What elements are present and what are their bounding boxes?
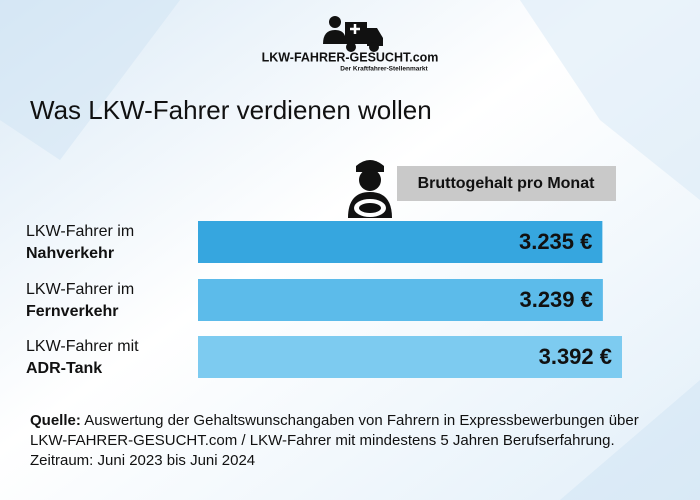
background-shape <box>560 380 700 500</box>
category-line: ADR-Tank <box>26 360 102 377</box>
category-line: Fernverkehr <box>26 303 119 320</box>
source-text: Zeitraum: Juni 2023 bis Juni 2024 <box>30 452 255 469</box>
legend-box <box>397 166 616 201</box>
category-label: LKW-Fahrer mit ADR-Tank <box>26 338 139 377</box>
chart-title: Was LKW-Fahrer verdienen wollen <box>30 95 432 125</box>
category-line: LKW-Fahrer im <box>26 281 134 298</box>
value-label: 3.239 € <box>519 287 592 312</box>
source-text: Auswertung der Gehaltswunschangaben von … <box>84 412 639 429</box>
background-shape <box>0 0 180 160</box>
legend-label: Bruttogehalt pro Monat <box>418 175 596 192</box>
background-shape <box>520 0 700 200</box>
category-line: Nahverkehr <box>26 245 114 262</box>
value-label: 3.392 € <box>539 344 612 369</box>
bar <box>198 279 603 321</box>
category-label: LKW-Fahrer im Fernverkehr <box>26 281 134 320</box>
category-label: LKW-Fahrer im Nahverkehr <box>26 223 134 262</box>
source-text: LKW-FAHRER-GESUCHT.com / LKW-Fahrer mit … <box>30 432 615 449</box>
source-line: Quelle: Auswertung der Gehaltswunschanga… <box>30 412 639 429</box>
category-line: LKW-Fahrer im <box>26 223 134 240</box>
brand: LKW-FAHRER-GESUCHT.com <box>262 50 439 64</box>
bar <box>198 336 622 378</box>
bar <box>198 221 603 263</box>
source-label: Quelle: <box>30 412 81 429</box>
bars: LKW-Fahrer im Nahverkehr 3.235 € LKW-Fahrer… <box>26 221 622 378</box>
value-label: 3.235 € <box>519 229 592 254</box>
category-line: LKW-Fahrer mit <box>26 338 139 355</box>
driver-icon <box>348 160 392 218</box>
brand-tagline: Der Kraftfahrer-Stellenmarkt <box>340 66 428 73</box>
logo-icon <box>323 16 383 52</box>
